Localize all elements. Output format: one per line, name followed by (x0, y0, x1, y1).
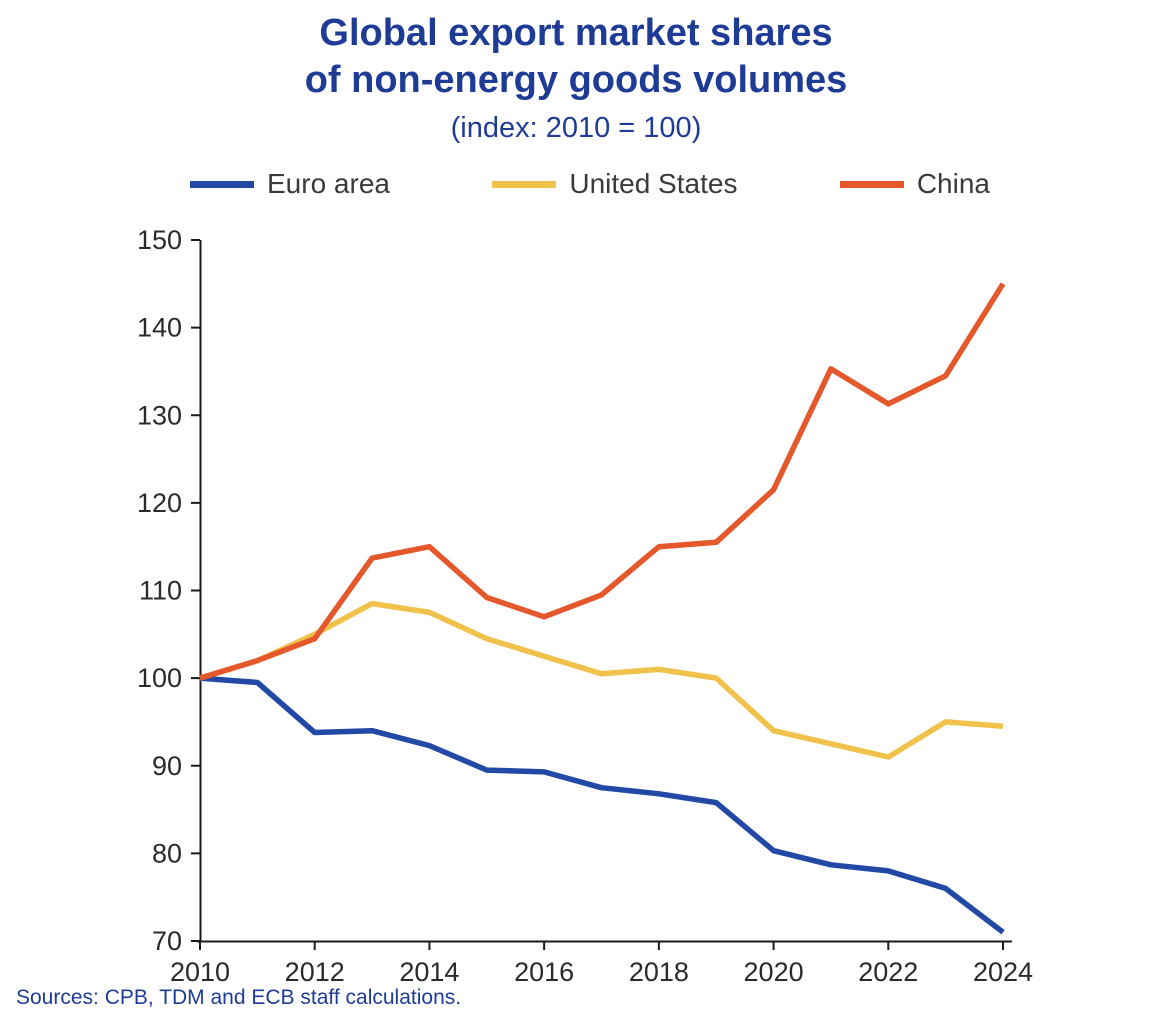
legend-swatch-china (839, 180, 904, 188)
chart-subtitle: (index: 2010 = 100) (450, 112, 702, 144)
x-axis-ticks: 2010 2012 2014 2016 2018 2020 2022 2024 (170, 941, 1033, 987)
axes (197, 240, 1012, 943)
legend-item-euro-area: Euro area (190, 168, 390, 200)
series-line-united-states (199, 600, 1004, 760)
line-chart: 70 80 90 100 110 120 130 140 150 2010 2012 2014 2016… (137, 225, 1033, 987)
legend-label-china: China (916, 168, 990, 199)
legend-label-united-states: United States (569, 168, 738, 199)
chart-title: Global export market shares of non-energ… (0, 10, 1152, 104)
svg-text:2012: 2012 (285, 957, 345, 987)
series-line-euro-area (199, 675, 1005, 935)
svg-text:2020: 2020 (744, 957, 804, 987)
legend-swatch-euro-area (190, 180, 254, 188)
svg-text:2022: 2022 (858, 957, 918, 987)
svg-text:70: 70 (152, 926, 182, 956)
legend-item-united-states: United States (492, 168, 737, 200)
svg-text:80: 80 (152, 838, 182, 868)
svg-text:150: 150 (137, 225, 182, 255)
svg-text:100: 100 (137, 663, 182, 693)
legend-label-euro-area: Euro area (267, 168, 390, 199)
svg-text:90: 90 (152, 751, 182, 781)
chart-title-line2: of non-energy goods volumes (304, 59, 848, 101)
series-line-china (199, 282, 1006, 681)
source-note: Sources: CPB, TDM and ECB staff calculat… (16, 986, 462, 1009)
svg-text:2024: 2024 (973, 957, 1033, 987)
y-axis-ticks: 70 80 90 100 110 120 130 140 150 (137, 225, 200, 956)
chart-title-line1: Global export market shares (319, 12, 833, 54)
svg-text:2016: 2016 (514, 957, 574, 987)
svg-text:110: 110 (139, 576, 182, 606)
legend-item-china: China (839, 168, 990, 200)
svg-text:120: 120 (137, 488, 182, 518)
svg-text:2010: 2010 (170, 957, 230, 987)
svg-text:130: 130 (137, 400, 182, 430)
svg-text:140: 140 (137, 313, 182, 343)
legend-swatch-united-states (492, 180, 557, 188)
chart-legend: Euro area United States China (190, 168, 990, 200)
svg-text:2018: 2018 (629, 957, 689, 987)
svg-text:2014: 2014 (399, 957, 459, 987)
